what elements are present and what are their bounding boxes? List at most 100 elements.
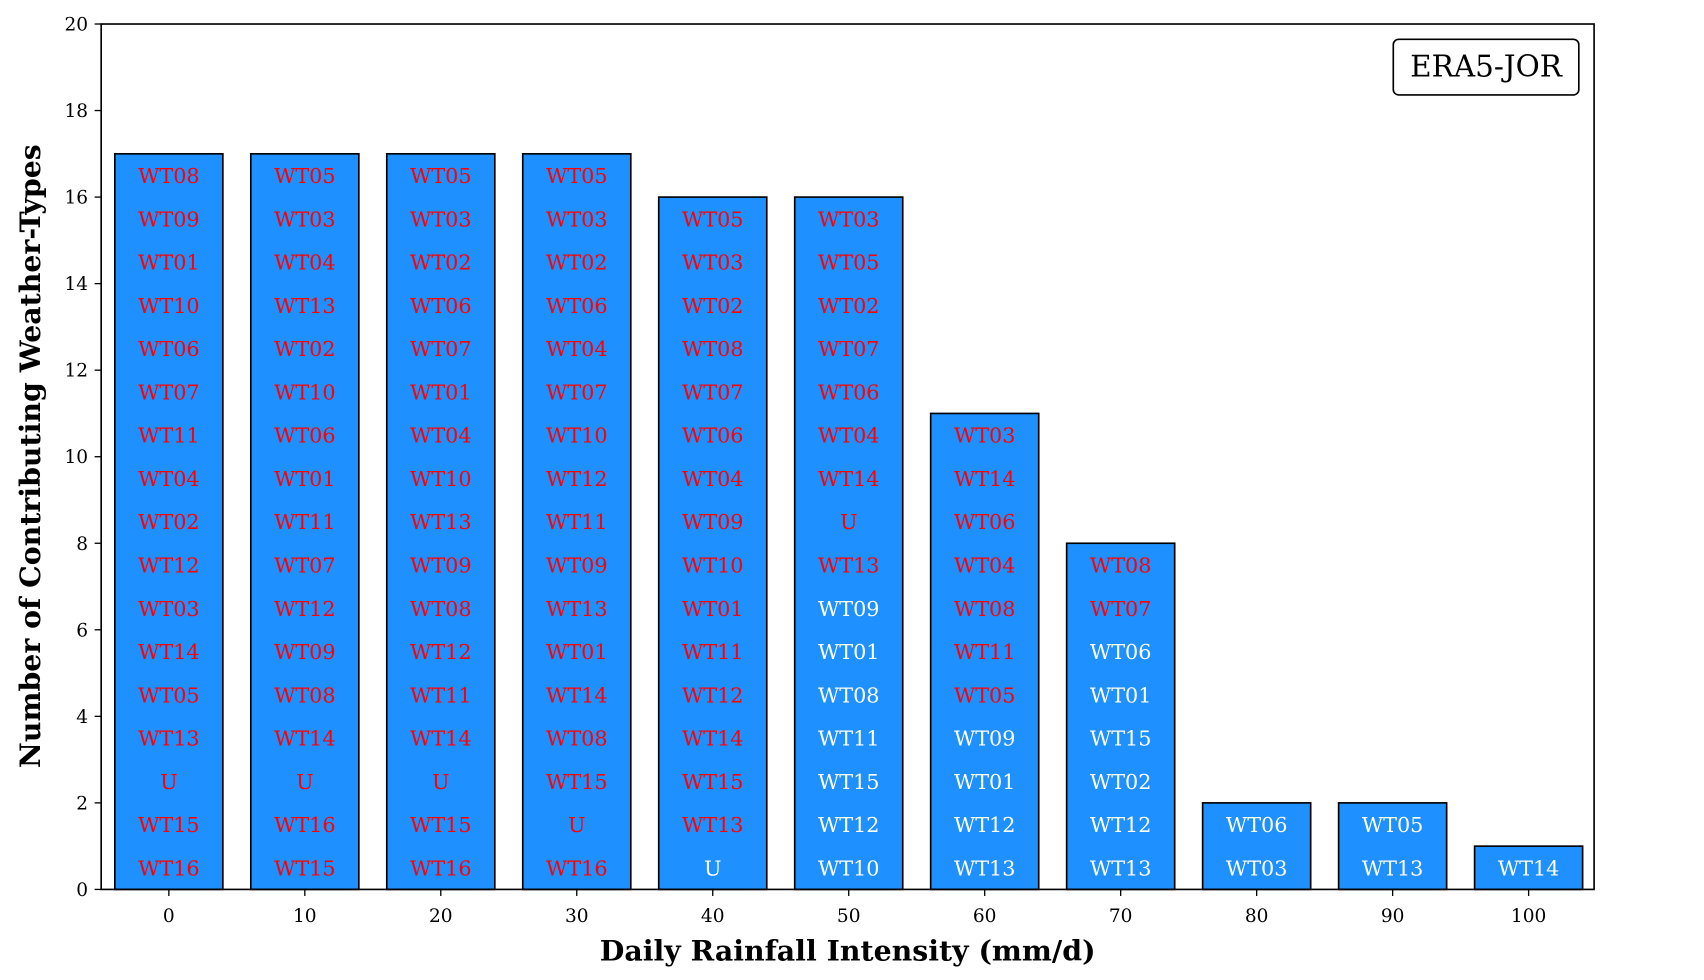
bar-10: [249, 153, 360, 891]
bar-weather-type-label: WT07: [410, 337, 471, 361]
y-axis-label: Number of Contributing Weather-Types: [13, 144, 47, 768]
bar-weather-type-label: WT05: [546, 164, 607, 188]
bar-weather-type-label: WT10: [274, 380, 335, 404]
x-tick-label: 30: [565, 906, 589, 927]
x-tick-label: 20: [429, 906, 453, 927]
bar-weather-type-label: WT15: [818, 770, 879, 794]
bar-weather-type-label: WT02: [274, 337, 335, 361]
bar-weather-type-label: WT12: [954, 813, 1015, 837]
x-tick-label: 60: [973, 906, 997, 927]
bar-weather-type-label: WT05: [818, 251, 879, 275]
bar-weather-type-label: WT06: [546, 294, 607, 318]
bar-weather-type-label: WT11: [138, 424, 199, 448]
bar-weather-type-label: WT03: [274, 207, 335, 231]
y-tick-label: 10: [64, 447, 88, 468]
bar-weather-type-label: WT03: [682, 251, 743, 275]
bar-weather-type-label: WT05: [138, 683, 199, 707]
bar-weather-type-label: WT11: [410, 683, 471, 707]
bar-weather-type-label: WT16: [138, 856, 199, 880]
bar-weather-type-label: WT01: [818, 640, 879, 664]
bar-weather-type-label: WT10: [410, 467, 471, 491]
bar-weather-type-label: WT07: [546, 380, 607, 404]
bar-weather-type-label: WT05: [954, 683, 1015, 707]
bar-weather-type-label: WT03: [546, 207, 607, 231]
bar-weather-type-label: U: [840, 510, 857, 534]
bar-weather-type-label: WT06: [410, 294, 471, 318]
bar-weather-type-label: WT09: [410, 554, 471, 578]
bar-weather-type-label: WT16: [274, 813, 335, 837]
bar-weather-type-label: WT02: [410, 251, 471, 275]
bar-weather-type-label: WT08: [274, 683, 335, 707]
bar-80: [1201, 802, 1312, 891]
bar-weather-type-label: WT15: [410, 813, 471, 837]
bar-weather-type-label: WT15: [138, 813, 199, 837]
bar-weather-type-label: WT14: [1498, 856, 1559, 880]
y-tick-label: 18: [64, 101, 88, 122]
bar-weather-type-label: WT15: [682, 770, 743, 794]
bar-weather-type-label: WT04: [546, 337, 607, 361]
bar-30: [521, 153, 632, 891]
bar-50: [793, 196, 904, 891]
bar-weather-type-label: U: [568, 813, 585, 837]
bar-weather-type-label: WT08: [138, 164, 199, 188]
x-tick-label: 80: [1245, 906, 1269, 927]
y-tick-label: 14: [64, 274, 88, 295]
bar-weather-type-label: U: [432, 770, 449, 794]
bar-weather-type-label: WT11: [546, 510, 607, 534]
bar-weather-type-label: WT06: [954, 510, 1015, 534]
bar-weather-type-label: WT09: [954, 727, 1015, 751]
bar-weather-type-label: WT02: [1090, 770, 1151, 794]
x-tick-label: 70: [1109, 906, 1133, 927]
bar-weather-type-label: WT07: [818, 337, 879, 361]
y-tick-label: 6: [76, 620, 88, 641]
bar-weather-type-label: WT06: [274, 424, 335, 448]
bar-weather-type-label: WT12: [818, 813, 879, 837]
bar-weather-type-label: WT14: [410, 727, 471, 751]
bar-weather-type-label: WT01: [274, 467, 335, 491]
bar-weather-type-label: WT05: [274, 164, 335, 188]
y-tick-label: 2: [76, 793, 88, 814]
bar-weather-type-label: WT05: [682, 207, 743, 231]
bar-weather-type-label: WT13: [1362, 856, 1423, 880]
bar-weather-type-label: WT08: [682, 337, 743, 361]
bar-weather-type-label: WT15: [1090, 727, 1151, 751]
bar-weather-type-label: WT09: [546, 554, 607, 578]
bar-weather-type-label: WT01: [682, 597, 743, 621]
bar-weather-type-label: WT04: [274, 251, 335, 275]
bar-weather-type-label: WT16: [546, 856, 607, 880]
x-axis-label: Daily Rainfall Intensity (mm/d): [600, 933, 1096, 967]
bar-weather-type-label: WT03: [954, 424, 1015, 448]
bar-0: [113, 153, 224, 891]
bar-weather-type-label: WT13: [682, 813, 743, 837]
bar-weather-type-label: WT12: [1090, 813, 1151, 837]
bar-weather-type-label: WT06: [818, 380, 879, 404]
bar-weather-type-label: WT04: [138, 467, 199, 491]
bars-group: WT08 WT09 WT01 WT10 WT06 WT07 WT11 WT04 WT02 WT12…: [113, 153, 1584, 891]
bar-weather-type-label: WT10: [818, 856, 879, 880]
x-tick-label: 100: [1511, 906, 1546, 927]
bar-weather-type-label: WT07: [138, 380, 199, 404]
x-axis-ticks: 0 10 20 30 40 50 60 70 80 90 100: [163, 889, 1546, 927]
y-tick-label: 0: [76, 880, 88, 901]
bar-weather-type-label: WT12: [274, 597, 335, 621]
bar-weather-type-label: WT09: [138, 207, 199, 231]
bar-weather-type-label: WT09: [682, 510, 743, 534]
bar-weather-type-label: WT03: [1226, 856, 1287, 880]
bar-weather-type-label: WT15: [546, 770, 607, 794]
bar-weather-type-label: WT12: [682, 683, 743, 707]
legend-text: ERA5-JOR: [1410, 49, 1563, 83]
bar-weather-type-label: WT01: [546, 640, 607, 664]
bar-weather-type-label: WT06: [1090, 640, 1151, 664]
bar-weather-type-label: WT13: [274, 294, 335, 318]
y-axis-ticks: 0 2 4 6 8 10 12 14 16 18 20: [64, 15, 102, 901]
plot-frame: [100, 23, 1595, 891]
bar-weather-type-label: U: [160, 770, 177, 794]
bar-weather-type-label: WT10: [138, 294, 199, 318]
bar-weather-type-label: WT05: [410, 164, 471, 188]
y-tick-label: 4: [76, 707, 88, 728]
x-tick-label: 50: [837, 906, 861, 927]
bar-weather-type-label: WT12: [546, 467, 607, 491]
bar-weather-type-label: WT04: [818, 424, 879, 448]
bar-weather-type-label: WT13: [138, 727, 199, 751]
